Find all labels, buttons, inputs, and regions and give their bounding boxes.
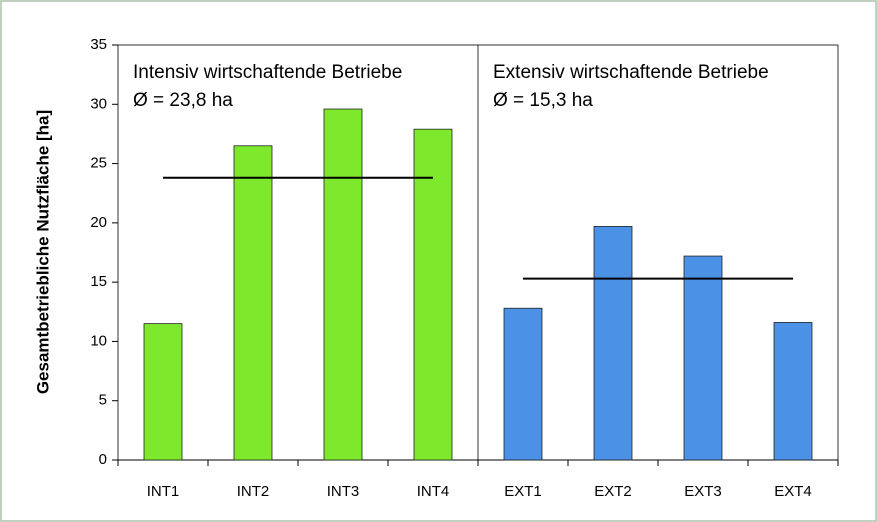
y-tick-label: 15 [90,273,107,290]
x-tick-label: INT1 [147,483,180,500]
x-tick-label: INT4 [417,483,450,500]
bar [233,145,273,461]
y-tick-label: 20 [90,214,107,231]
group-title: Extensiv wirtschaftende Betriebe [493,62,769,83]
y-tick-label: 10 [90,332,107,349]
y-tick-label: 0 [99,451,107,468]
bar [683,255,723,461]
group-mean-label: Ø = 23,8 ha [133,90,233,111]
x-tick-label: INT3 [327,483,360,500]
y-tick-label: 5 [99,392,107,409]
y-tick-label: 25 [90,155,107,172]
bar [413,128,453,461]
y-axis-label: Gesamtbetriebliche Nutzfläche [ha] [33,110,52,394]
group-title: Intensiv wirtschaftende Betriebe [133,62,402,83]
bar [323,108,363,461]
bar [143,323,183,461]
group-mean-label: Ø = 15,3 ha [493,90,593,111]
bar [593,226,633,461]
x-tick-label: EXT4 [774,483,812,500]
x-tick-label: EXT1 [504,483,542,500]
y-tick-label: 35 [90,36,107,53]
x-tick-label: INT2 [237,483,270,500]
bar [773,322,813,461]
bar [503,307,543,461]
y-tick-label: 30 [90,95,107,112]
x-tick-label: EXT3 [684,483,722,500]
x-tick-label: EXT2 [594,483,632,500]
